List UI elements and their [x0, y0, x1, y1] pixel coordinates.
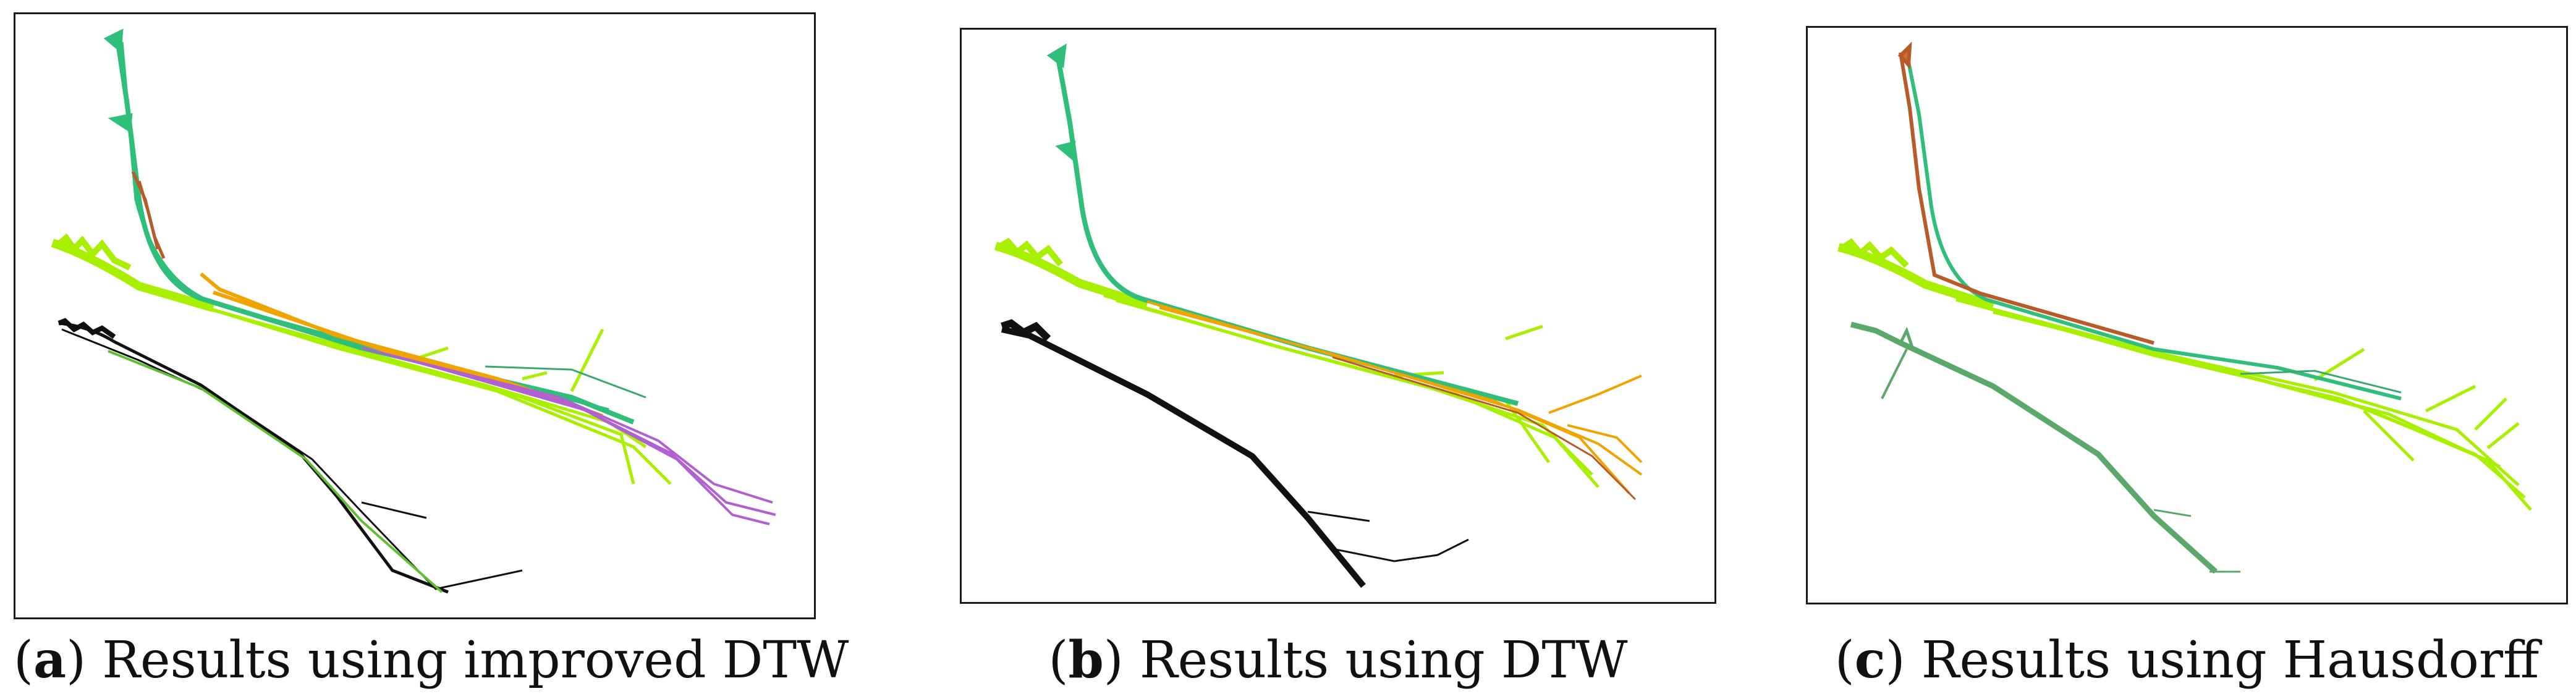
cluster-teal	[1905, 52, 2402, 400]
cluster-orange	[1146, 300, 1643, 494]
cluster-grey-green	[1850, 321, 2240, 574]
trajectory-clusters-b	[994, 43, 1643, 588]
trajectory-clusters-c	[1837, 41, 2532, 574]
cluster-green-lower	[108, 350, 443, 593]
caption-c: (c) Results using Hausdorff	[1834, 630, 2540, 690]
trajectory-plot-improved-dtw	[14, 12, 816, 619]
caption-a: (a) Results using improved DTW	[14, 630, 849, 690]
cluster-brown	[1332, 356, 1637, 501]
cluster-teal	[1046, 43, 1519, 406]
cluster-brown	[1897, 41, 2154, 345]
cluster-black	[1001, 319, 1469, 588]
cluster-lime	[1837, 238, 2532, 511]
caption-b: (b) Results using DTW	[1048, 630, 1628, 690]
trajectory-plot-hausdorff	[1806, 26, 2568, 604]
trajectory-plot-dtw	[960, 28, 1716, 604]
cluster-brown	[131, 171, 166, 259]
cluster-lime	[51, 233, 672, 485]
trajectory-clusters-a	[51, 28, 776, 594]
cluster-teal	[103, 28, 646, 425]
cluster-black	[57, 318, 523, 594]
cluster-purple	[361, 347, 776, 525]
